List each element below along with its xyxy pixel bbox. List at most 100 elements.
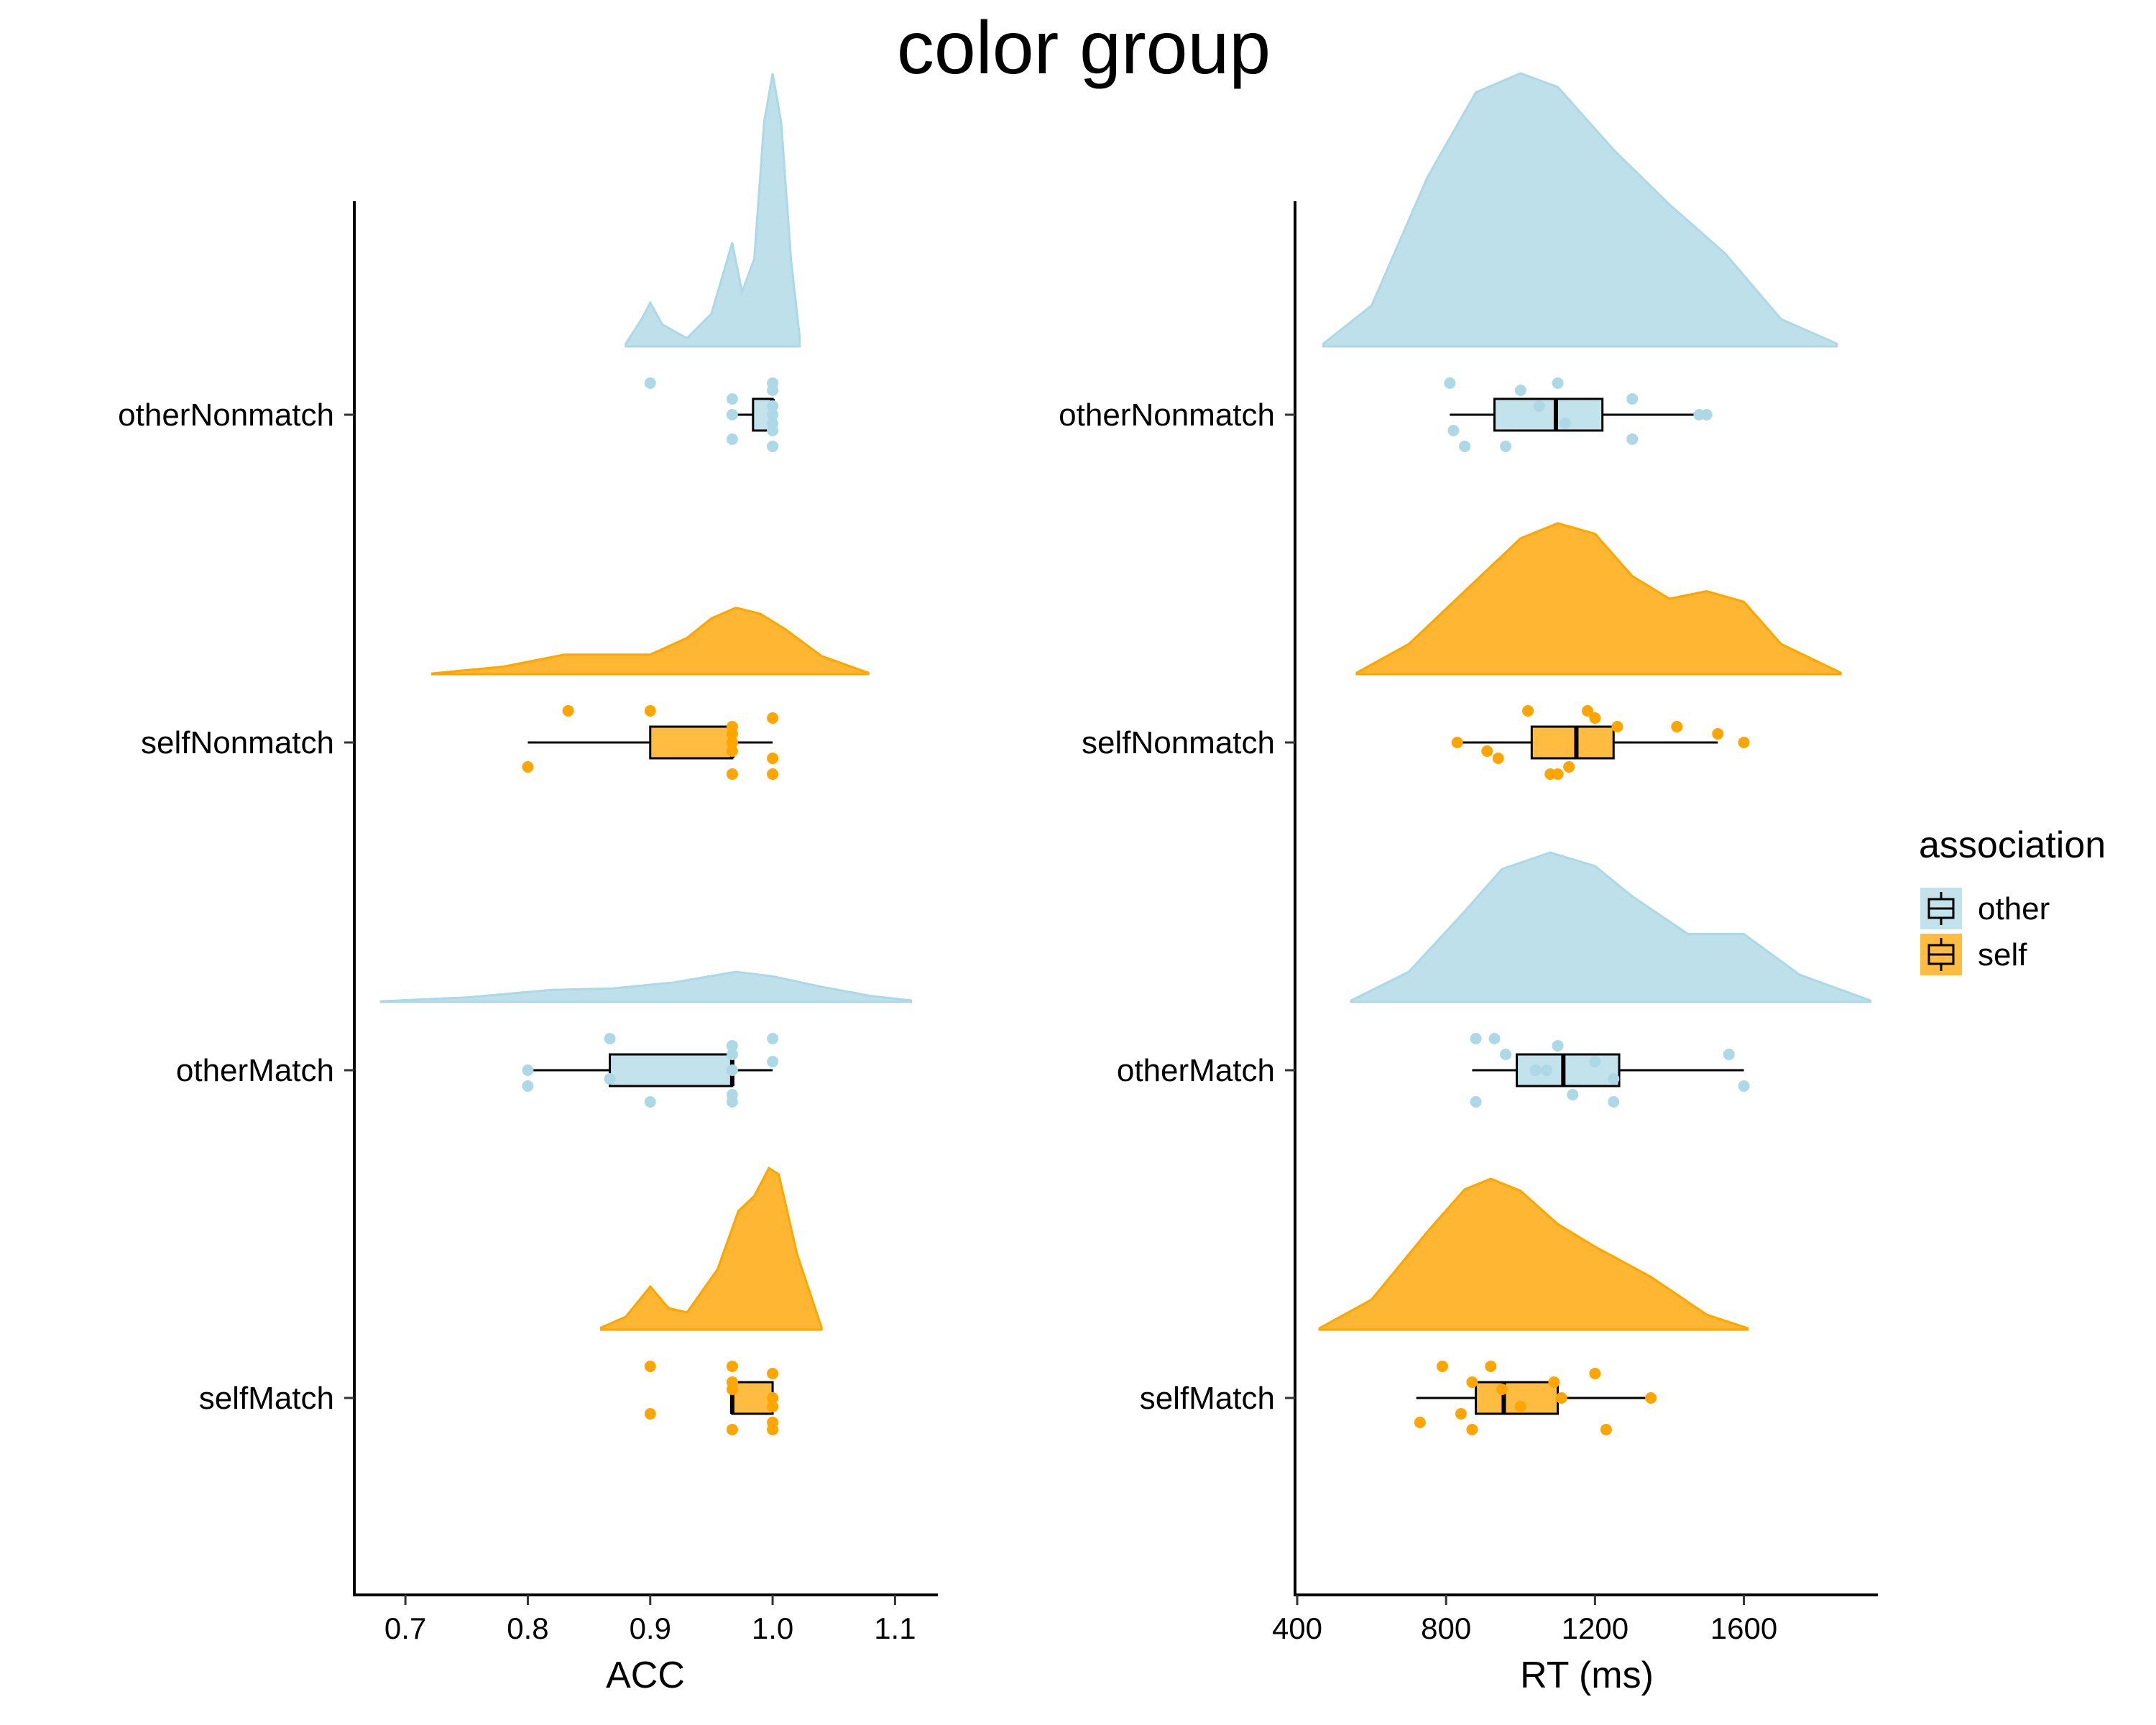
x-tick-label-acc: 0.9 [630, 1611, 671, 1645]
point-rt-otherMatch [1608, 1073, 1620, 1085]
point-acc-selfNonmatch [726, 728, 738, 740]
point-rt-otherNonmatch [1552, 377, 1564, 389]
point-rt-selfMatch [1466, 1376, 1478, 1388]
point-acc-selfMatch [767, 1401, 779, 1412]
point-acc-otherMatch [522, 1064, 534, 1076]
point-rt-selfMatch [1455, 1408, 1467, 1420]
point-acc-selfNonmatch [767, 753, 779, 764]
y-tick-label-acc: selfNonmatch [141, 725, 334, 760]
point-rt-otherMatch [1470, 1096, 1482, 1108]
point-rt-otherNonmatch [1500, 441, 1512, 452]
point-acc-selfNonmatch [644, 705, 656, 717]
point-acc-otherNonmatch [767, 409, 779, 420]
point-rt-selfNonmatch [1522, 705, 1534, 717]
point-rt-otherMatch [1723, 1049, 1735, 1060]
x-tick-label-acc: 1.0 [752, 1611, 793, 1645]
point-rt-otherNonmatch [1447, 425, 1460, 436]
y-tick-label-acc: otherMatch [176, 1053, 334, 1088]
point-acc-selfMatch [726, 1424, 738, 1435]
point-rt-selfMatch [1437, 1361, 1448, 1372]
density-rt-otherMatch [1350, 851, 1872, 1003]
point-rt-selfNonmatch [1481, 745, 1493, 757]
point-rt-otherMatch [1500, 1049, 1512, 1060]
point-rt-otherNonmatch [1514, 385, 1526, 396]
point-acc-selfNonmatch [767, 768, 779, 780]
point-acc-otherMatch [726, 1064, 738, 1076]
rt-points [1414, 377, 1750, 1435]
point-acc-otherNonmatch [726, 433, 738, 445]
point-rt-selfMatch [1589, 1368, 1601, 1379]
point-rt-selfMatch [1496, 1384, 1508, 1395]
point-rt-otherNonmatch [1444, 377, 1456, 389]
point-rt-otherMatch [1608, 1096, 1620, 1108]
point-acc-otherMatch [644, 1096, 656, 1108]
point-rt-selfMatch [1555, 1392, 1567, 1404]
chart-title: color group [897, 6, 1271, 90]
acc-points [522, 377, 779, 1435]
point-acc-otherMatch [522, 1080, 534, 1092]
point-rt-selfMatch [1600, 1424, 1612, 1435]
point-acc-otherMatch [726, 1049, 738, 1060]
legend-key-other [1920, 888, 1962, 929]
point-rt-otherNonmatch [1693, 409, 1705, 420]
density-acc-selfMatch [600, 1166, 823, 1331]
point-rt-selfNonmatch [1451, 737, 1463, 748]
y-tick-label-acc: otherNonmatch [118, 397, 334, 433]
x-tick-label-rt: 800 [1421, 1611, 1471, 1645]
box-acc-otherMatch [609, 1053, 734, 1087]
point-rt-otherMatch [1567, 1089, 1579, 1100]
point-acc-otherNonmatch [767, 418, 779, 429]
point-rt-otherNonmatch [1626, 393, 1639, 405]
point-acc-otherNonmatch [767, 377, 779, 389]
density-rt-selfMatch [1318, 1177, 1749, 1331]
box-rt-otherNonmatch [1493, 397, 1604, 432]
point-rt-otherMatch [1470, 1033, 1482, 1044]
point-acc-selfMatch [644, 1361, 656, 1372]
point-rt-otherNonmatch [1459, 441, 1471, 452]
point-acc-otherNonmatch [726, 409, 738, 420]
point-rt-selfNonmatch [1552, 768, 1564, 780]
point-acc-otherMatch [726, 1040, 738, 1052]
point-acc-selfMatch [726, 1361, 738, 1372]
x-tick-label-acc: 1.1 [874, 1611, 916, 1645]
acc-y-axis: otherNonmatch selfNonmatch otherMatch selfM… [118, 397, 354, 1416]
point-rt-selfNonmatch [1589, 712, 1601, 724]
legend: association other self [1919, 824, 2106, 975]
acc-x-axis: 0.7 0.8 0.9 1.0 1.1 [384, 1595, 916, 1645]
y-tick-label-rt: selfMatch [1140, 1381, 1275, 1416]
point-acc-otherMatch [767, 1056, 779, 1067]
point-rt-otherNonmatch [1533, 400, 1545, 412]
point-rt-otherNonmatch [1559, 418, 1571, 429]
point-acc-selfNonmatch [562, 705, 574, 717]
point-acc-otherMatch [767, 1033, 779, 1044]
point-rt-selfNonmatch [1492, 753, 1504, 764]
density-rt-otherNonmatch [1322, 72, 1838, 348]
point-rt-otherMatch [1552, 1040, 1564, 1052]
point-rt-selfNonmatch [1738, 737, 1750, 748]
point-rt-selfMatch [1645, 1392, 1657, 1404]
point-acc-selfMatch [767, 1424, 779, 1435]
point-acc-otherMatch [726, 1096, 738, 1108]
point-acc-selfMatch [767, 1368, 779, 1379]
point-rt-selfNonmatch [1712, 728, 1724, 740]
rt-y-axis: otherNonmatch selfNonmatch otherMatch selfM… [1059, 397, 1295, 1416]
point-rt-selfNonmatch [1671, 721, 1683, 732]
point-rt-otherMatch [1541, 1064, 1552, 1076]
rt-clouds [1318, 72, 1872, 1331]
point-acc-otherMatch [604, 1033, 616, 1044]
x-tick-label-rt: 400 [1272, 1611, 1322, 1645]
rt-x-axis-title: RT (ms) [1520, 1655, 1654, 1696]
density-acc-selfNonmatch [431, 607, 870, 676]
rt-boxplots [1416, 397, 1744, 1415]
point-acc-selfMatch [644, 1408, 656, 1420]
point-rt-otherMatch [1529, 1064, 1542, 1076]
point-rt-otherMatch [1738, 1080, 1750, 1092]
acc-panel: otherNonmatch selfNonmatch otherMatch selfM… [118, 73, 938, 1696]
point-acc-otherNonmatch [767, 441, 779, 452]
y-tick-label-acc: selfMatch [199, 1381, 334, 1416]
point-acc-otherNonmatch [726, 393, 738, 405]
point-acc-selfNonmatch [726, 745, 738, 757]
point-acc-otherNonmatch [644, 377, 656, 389]
acc-boxplots [528, 397, 775, 1415]
legend-title: association [1919, 824, 2106, 866]
